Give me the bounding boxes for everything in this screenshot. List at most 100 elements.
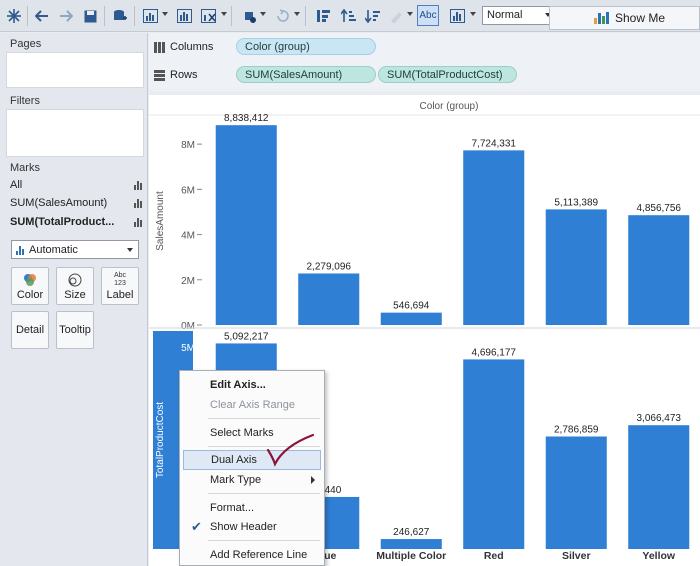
- bar-chart-icon: [594, 12, 609, 24]
- tooltip-label: Tooltip: [59, 324, 91, 336]
- bar-totalproductcost-2[interactable]: [380, 539, 442, 549]
- size-label: Size: [64, 289, 86, 301]
- size-button[interactable]: Size: [56, 267, 94, 305]
- bar-mark-icon: [134, 198, 142, 208]
- pages-title: Pages: [10, 38, 42, 50]
- menu-item-label: Add Reference Line: [210, 549, 308, 561]
- axis-tick-label: 2M: [181, 276, 195, 287]
- axis-tick-label: 8M: [181, 140, 195, 151]
- menu-item-dual-axis[interactable]: Dual Axis: [183, 450, 321, 470]
- duplicate-sheet-icon[interactable]: [174, 5, 196, 27]
- svg-text:123: 123: [114, 280, 126, 287]
- menu-separator: [208, 418, 320, 419]
- category-label[interactable]: Silver: [562, 550, 591, 562]
- bar-salesamount-4[interactable]: [545, 209, 607, 325]
- sort-descending-icon[interactable]: [361, 5, 383, 27]
- rows-pill-totalproductcost[interactable]: SUM(TotalProductCost): [378, 66, 517, 83]
- mark-type-value: Automatic: [29, 243, 78, 256]
- chart-type-icon[interactable]: [447, 5, 469, 27]
- bar-mark-icon: [134, 180, 142, 190]
- menu-item-select-marks[interactable]: Select Marks: [183, 423, 321, 443]
- show-labels-icon[interactable]: Abc: [417, 5, 439, 26]
- sort-ascending-icon[interactable]: [337, 5, 359, 27]
- tableau-logo-icon[interactable]: [4, 5, 24, 27]
- data-label: 3,066,473: [637, 413, 682, 424]
- menu-item-label: Clear Axis Range: [210, 399, 295, 411]
- category-label[interactable]: Red: [484, 550, 504, 562]
- menu-item-mark-type[interactable]: Mark Type: [183, 470, 321, 490]
- bar-salesamount-3[interactable]: [463, 150, 525, 325]
- category-label[interactable]: Multiple Color: [376, 550, 446, 562]
- marks-tab-salesamount[interactable]: SUM(SalesAmount): [10, 194, 142, 212]
- data-label: 8,838,412: [224, 113, 269, 124]
- rows-pill-salesamount[interactable]: SUM(SalesAmount): [236, 66, 376, 83]
- highlight-icon[interactable]: [385, 5, 407, 27]
- marks-tab-totalproductcost[interactable]: SUM(TotalProduct...: [10, 213, 142, 231]
- redo-icon[interactable]: [272, 5, 294, 27]
- chevron-down-icon: [545, 13, 551, 17]
- menu-item-format[interactable]: Format...: [183, 498, 321, 518]
- fit-select-value: Normal: [487, 9, 523, 21]
- menu-item-label: Edit Axis...: [210, 379, 266, 391]
- swap-icon[interactable]: [312, 5, 334, 27]
- rows-label: Rows: [170, 69, 198, 81]
- data-label: 246,627: [393, 527, 430, 538]
- color-label: Color: [16, 289, 44, 301]
- menu-item-show-header[interactable]: ✔ Show Header: [183, 517, 321, 537]
- save-icon[interactable]: [80, 5, 100, 27]
- show-me-button[interactable]: Show Me: [549, 6, 700, 30]
- columns-label: Columns: [170, 41, 214, 53]
- menu-item-label: Select Marks: [210, 427, 274, 439]
- detail-label: Detail: [15, 324, 45, 336]
- bar-totalproductcost-4[interactable]: [545, 436, 607, 549]
- bar-salesamount-1[interactable]: [298, 273, 360, 325]
- rows-shelf-label: Rows: [154, 69, 198, 81]
- clear-sheet-icon[interactable]: [198, 5, 220, 27]
- category-label[interactable]: Yellow: [642, 550, 676, 562]
- axis-title-salesamount[interactable]: SalesAmount: [155, 191, 166, 251]
- bar-totalproductcost-3[interactable]: [463, 359, 525, 549]
- marks-tab-all[interactable]: All: [10, 176, 142, 194]
- new-datasource-icon[interactable]: [109, 5, 131, 27]
- handwritten-checkmark-icon: [266, 433, 315, 467]
- filters-drop-area[interactable]: [6, 109, 144, 157]
- bar-salesamount-5[interactable]: [628, 215, 690, 325]
- undo-icon[interactable]: [238, 5, 260, 27]
- pill-label: Color (group): [245, 40, 310, 53]
- tooltip-button[interactable]: Tooltip: [56, 311, 94, 349]
- forward-icon[interactable]: [56, 5, 76, 27]
- columns-icon: [154, 41, 165, 53]
- pages-drop-area[interactable]: [6, 52, 144, 88]
- detail-button[interactable]: Detail: [11, 311, 49, 349]
- chevron-down-icon: [127, 248, 133, 252]
- columns-pill-color-group[interactable]: Color (group): [236, 38, 376, 55]
- data-label: 5,113,389: [554, 197, 598, 208]
- axis-title-totalproductcost[interactable]: TotalProductCost: [155, 402, 166, 478]
- data-label: 4,696,177: [472, 347, 517, 358]
- menu-separator: [208, 446, 320, 447]
- data-label: 2,279,096: [307, 261, 352, 272]
- menu-item-label: Dual Axis: [211, 454, 257, 466]
- menu-item-label: Show Header: [210, 521, 277, 533]
- menu-item-add-reference-line[interactable]: Add Reference Line: [183, 545, 321, 565]
- submenu-arrow-icon: [311, 476, 315, 484]
- label-button[interactable]: Abc 123 Label: [101, 267, 139, 305]
- bar-totalproductcost-5[interactable]: [628, 425, 690, 549]
- axis-tick-label: 5M: [181, 343, 195, 354]
- axis-context-menu: Edit Axis... Clear Axis Range Select Mar…: [179, 370, 325, 566]
- data-label: 4,856,756: [637, 203, 682, 214]
- menu-item-edit-axis[interactable]: Edit Axis...: [183, 375, 321, 395]
- fit-select[interactable]: Normal: [482, 6, 556, 25]
- bar-salesamount-0[interactable]: [215, 125, 277, 325]
- marks-title: Marks: [10, 162, 40, 174]
- new-sheet-icon[interactable]: [140, 5, 162, 27]
- color-button[interactable]: Color: [11, 267, 49, 305]
- checkmark-icon: ✔: [191, 519, 202, 534]
- mark-type-select[interactable]: Automatic: [11, 240, 139, 259]
- pill-label: SUM(TotalProductCost): [387, 68, 503, 81]
- data-label: 2,786,859: [554, 424, 599, 435]
- back-icon[interactable]: [32, 5, 52, 27]
- size-icon: [57, 272, 93, 288]
- color-icon: [12, 272, 48, 288]
- bar-salesamount-2[interactable]: [380, 312, 442, 325]
